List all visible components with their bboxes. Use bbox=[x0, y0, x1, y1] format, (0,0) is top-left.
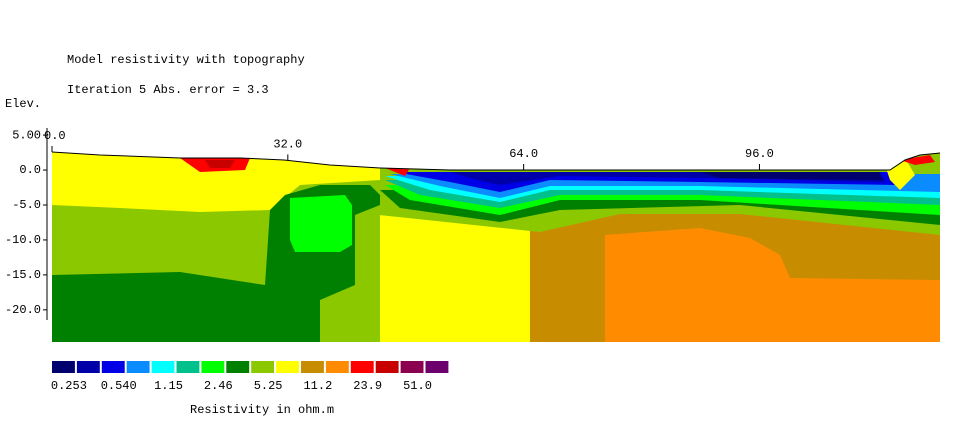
colorbar-swatch bbox=[226, 361, 250, 373]
y-tick-label: -10.0 bbox=[5, 233, 41, 247]
topography bbox=[51, 151, 941, 171]
colorbar-tick-label: 0.253 bbox=[51, 379, 87, 393]
x-tick-label: 64.0 bbox=[509, 147, 538, 161]
colorbar-tick-label: 0.540 bbox=[101, 379, 137, 393]
colorbar-swatch bbox=[400, 361, 424, 373]
y-tick-label: 0.0 bbox=[19, 163, 41, 177]
resistivity-region bbox=[380, 215, 530, 342]
y-tick-label: -5.0 bbox=[12, 198, 41, 212]
x-tick-label: 32.0 bbox=[273, 138, 302, 152]
resistivity-region bbox=[900, 155, 935, 165]
colorbar-tick-label: 11.2 bbox=[303, 379, 332, 393]
resistivity-region bbox=[700, 172, 882, 180]
colorbar-tick-label: 1.15 bbox=[154, 379, 183, 393]
resistivity-region bbox=[605, 228, 940, 342]
colorbar-swatch bbox=[301, 361, 324, 373]
colorbar-tick-label: 5.25 bbox=[254, 379, 283, 393]
colorbar-swatch bbox=[101, 361, 125, 373]
y-tick-label: 5.00 bbox=[12, 128, 41, 142]
colorbar-tick-label: 23.9 bbox=[353, 379, 382, 393]
colorbar-label: Resistivity in ohm.m bbox=[190, 403, 334, 417]
colorbar-tick-label: 2.46 bbox=[204, 379, 233, 393]
colorbar-swatch bbox=[375, 361, 399, 373]
colorbar-swatch bbox=[126, 361, 150, 373]
colorbar-swatch bbox=[76, 361, 100, 373]
colorbar-swatch bbox=[151, 361, 175, 373]
colorbar-swatch bbox=[176, 361, 200, 373]
colorbar-swatch bbox=[425, 361, 449, 373]
y-axis-label: Elev. bbox=[5, 97, 41, 111]
resistivity-region bbox=[320, 205, 380, 342]
resistivity-region bbox=[385, 168, 410, 176]
x-tick-label: 0.0 bbox=[44, 129, 66, 143]
colorbar-swatch bbox=[350, 361, 374, 373]
resistivity-region bbox=[205, 160, 235, 168]
y-tick-label: -15.0 bbox=[5, 268, 41, 282]
colorbar-tick-label: 51.0 bbox=[403, 379, 432, 393]
y-tick-label: -20.0 bbox=[5, 303, 41, 317]
colorbar-swatch bbox=[52, 361, 75, 373]
chart-title: Model resistivity with topography bbox=[67, 53, 305, 67]
x-tick-label: 96.0 bbox=[745, 147, 774, 161]
colorbar-swatch bbox=[251, 361, 275, 373]
colorbar-swatch bbox=[201, 361, 225, 373]
colorbar-swatch bbox=[325, 361, 349, 373]
colorbar-swatch bbox=[276, 361, 299, 373]
chart-subtitle: Iteration 5 Abs. error = 3.3 bbox=[67, 83, 269, 97]
resistivity-region bbox=[290, 195, 352, 252]
